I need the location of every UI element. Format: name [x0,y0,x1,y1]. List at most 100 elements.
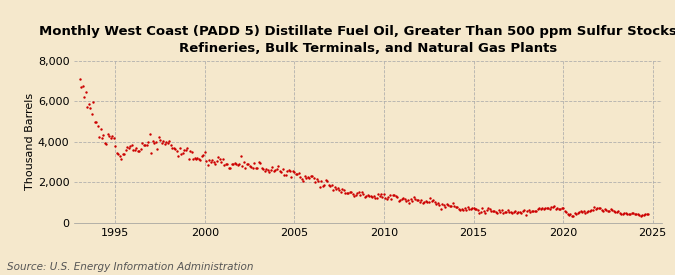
Point [89,119,100,124]
Point [242,161,252,166]
Point [209,160,219,164]
Point [125,144,136,148]
Point [253,160,264,164]
Point [140,143,151,147]
Point [216,160,227,164]
Point [225,165,236,170]
Point [523,208,534,212]
Point [477,206,488,211]
Point [562,211,573,216]
Point [316,179,327,183]
Point [493,208,504,212]
Point [373,192,383,197]
Point [192,156,203,160]
Point [311,177,322,182]
Point [295,175,306,179]
Point [491,210,502,214]
Point [360,194,371,198]
Point [152,147,163,151]
Point [195,157,206,162]
Point [599,207,610,211]
Point [188,156,198,161]
Point [434,203,445,208]
Point [391,194,402,198]
Point [92,124,103,128]
Point [244,163,255,168]
Point [517,209,528,213]
Point [213,155,224,160]
Point [355,193,366,197]
Point [302,175,313,179]
Point [449,204,460,208]
Point [325,184,335,188]
Point [528,208,539,213]
Point [410,197,421,201]
Point [520,213,531,217]
Point [623,212,634,217]
Point [570,211,580,215]
Point [271,167,282,171]
Point [459,205,470,210]
Point [543,206,554,211]
Point [572,210,583,215]
Point [158,139,169,144]
Point [625,211,636,216]
Point [350,193,361,197]
Title: Monthly West Coast (PADD 5) Distillate Fuel Oil, Greater Than 500 ppm Sulfur Sto: Monthly West Coast (PADD 5) Distillate F… [39,25,675,55]
Text: Source: U.S. Energy Information Administration: Source: U.S. Energy Information Administ… [7,262,253,272]
Point [428,198,439,202]
Point [109,136,119,140]
Point [290,172,301,176]
Point [177,151,188,155]
Point [120,148,131,152]
Point [228,161,239,166]
Point [519,208,530,212]
Point [301,175,312,180]
Point [204,158,215,162]
Point [159,142,170,146]
Point [97,136,107,140]
Point [307,174,318,178]
Point [466,206,477,211]
Point [385,193,396,197]
Point [533,207,543,211]
Point [404,200,414,205]
Point [124,145,134,150]
Point [110,144,121,148]
Point [450,205,461,209]
Point [313,179,324,183]
Point [487,208,498,213]
Point [427,199,437,203]
Point [568,214,579,218]
Point [468,206,479,211]
Point [585,209,595,213]
Point [432,200,443,205]
Point [207,158,218,163]
Point [414,200,425,205]
Point [273,164,284,169]
Point [176,152,186,156]
Point [315,185,325,189]
Point [261,166,271,171]
Point [371,196,382,200]
Point [137,141,148,145]
Point [310,180,321,184]
Point [362,193,373,197]
Point [439,205,450,209]
Point [586,208,597,212]
Point [407,199,418,204]
Point [495,210,506,214]
Point [619,210,630,215]
Point [132,149,143,154]
Point [607,208,618,212]
Point [501,210,512,214]
Point [485,206,495,211]
Point [425,196,435,200]
Point [268,169,279,174]
Point [441,202,452,206]
Point [512,211,522,216]
Point [589,205,600,209]
Point [182,146,192,151]
Point [513,210,524,214]
Point [186,150,197,154]
